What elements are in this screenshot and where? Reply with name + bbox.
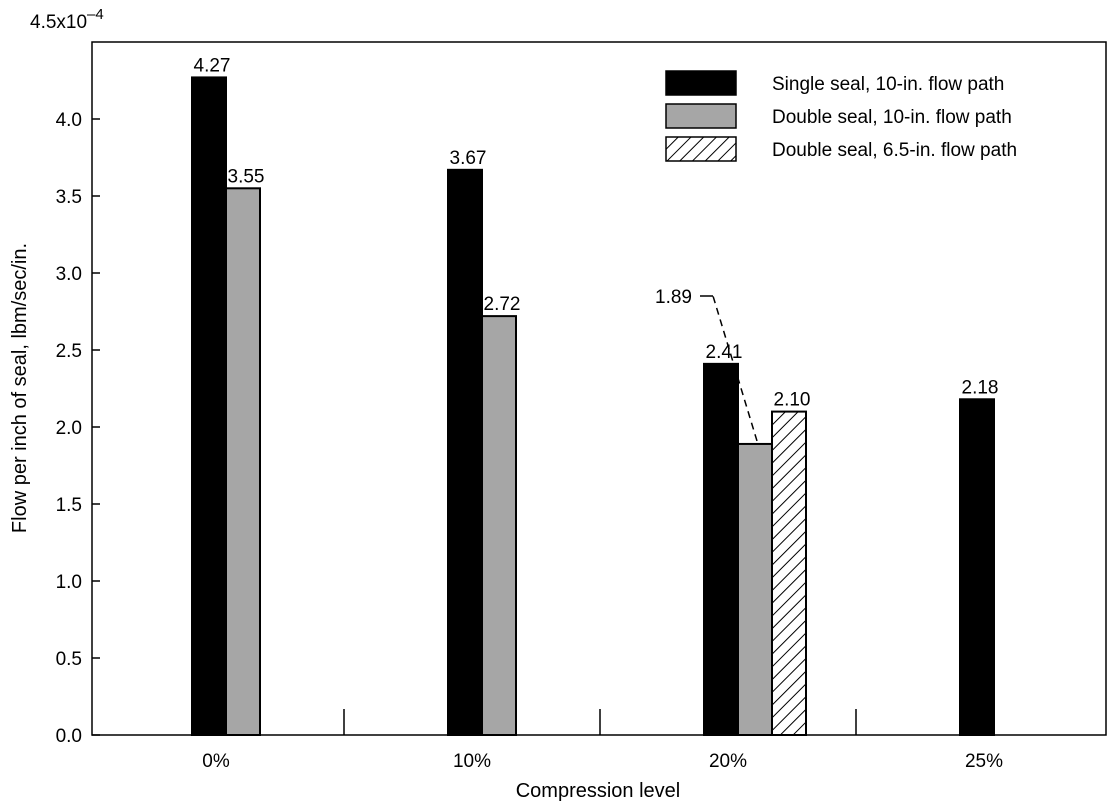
plot-frame <box>91 41 1107 736</box>
data-label: 2.41 <box>706 342 743 363</box>
y-tick-label: 1.5 <box>56 495 82 516</box>
data-label: 2.72 <box>484 294 521 315</box>
bar <box>737 442 773 736</box>
y-tick-label: 0.5 <box>56 649 82 670</box>
data-label: 2.18 <box>962 377 999 398</box>
data-label: 3.55 <box>228 166 265 187</box>
bar <box>959 398 995 736</box>
x-tick-label: 20% <box>709 751 747 772</box>
bar <box>771 410 807 736</box>
legend-label: Double seal, 6.5-in. flow path <box>772 140 1017 161</box>
data-label: 1.89 <box>655 287 692 308</box>
legend-swatch <box>665 136 737 162</box>
bar <box>481 315 517 736</box>
data-label: 3.67 <box>450 148 487 169</box>
bar <box>447 168 483 736</box>
y-tick-label: 3.0 <box>56 264 82 285</box>
legend-label: Single seal, 10-in. flow path <box>772 74 1004 95</box>
x-tick-label: 10% <box>453 751 491 772</box>
y-tick-label: 3.5 <box>56 187 82 208</box>
legend: Single seal, 10-in. flow path Double seal… <box>665 70 1017 162</box>
data-label: 4.27 <box>194 55 231 76</box>
bar <box>703 362 739 736</box>
bar <box>225 187 261 737</box>
y-tick-label: 0.0 <box>56 726 82 747</box>
y-tick-label: 2.0 <box>56 418 82 439</box>
x-tick-label: 25% <box>965 751 1003 772</box>
x-axis-title: Compression level <box>516 780 681 802</box>
y-tick-label: 1.0 <box>56 572 82 593</box>
annotation-leader <box>712 295 758 442</box>
y-axis-top-mantissa: 4.5x10 <box>30 12 87 33</box>
y-axis-top-label: 4.5x10–4 <box>30 6 104 33</box>
y-tick-label: 4.0 <box>56 110 82 131</box>
legend-swatch <box>665 103 737 129</box>
legend-label: Double seal, 10-in. flow path <box>772 107 1012 128</box>
legend-swatch <box>665 70 737 96</box>
bars <box>191 76 995 737</box>
data-label: 2.10 <box>774 390 811 411</box>
bar <box>191 76 227 737</box>
axes: 0.0 0.5 1.0 1.5 2.0 2.5 3.0 3.5 4.0 0% 10% 20% 25% <box>56 41 1107 772</box>
y-axis-top-exponent: –4 <box>87 6 104 23</box>
y-axis-title: Flow per inch of seal, lbm/sec/in. <box>9 243 31 533</box>
value-labels: 4.27 3.55 3.67 2.72 2.41 1.89 2.10 2.18 <box>194 55 999 442</box>
y-tick-label: 2.5 <box>56 341 82 362</box>
x-tick-label: 0% <box>202 751 230 772</box>
